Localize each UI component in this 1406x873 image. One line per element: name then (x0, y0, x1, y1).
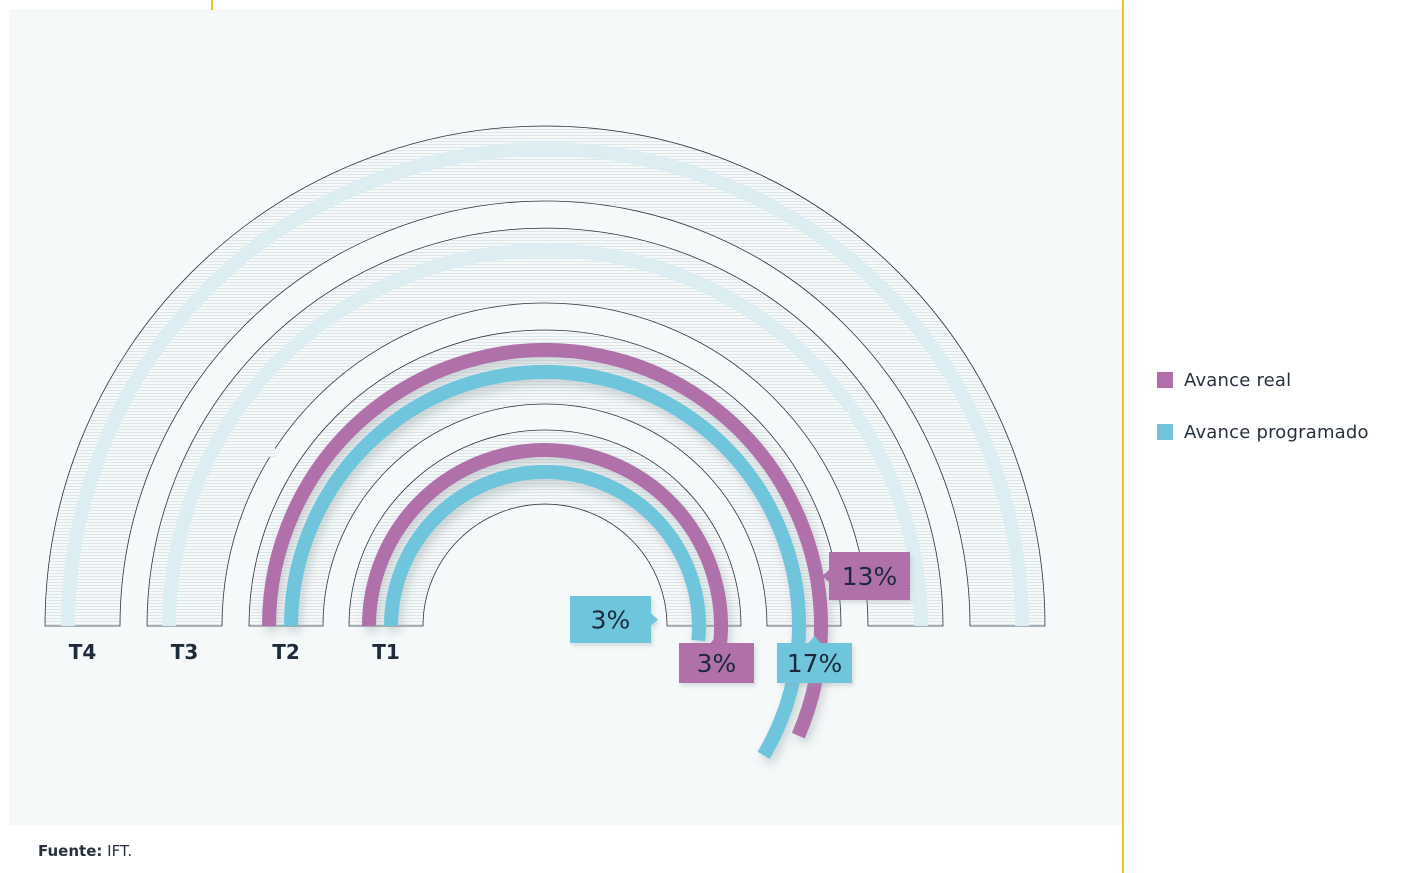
accent-line-right (1122, 0, 1124, 873)
legend-label-real: Avance real (1184, 369, 1292, 391)
arc-t1-real (362, 443, 728, 644)
ring-label-t3: T3 (171, 640, 199, 664)
legend-label-programado: Avance programado (1184, 421, 1369, 443)
ring-label-t2: T2 (272, 640, 300, 664)
legend-item-programado: Avance programado (1157, 419, 1369, 445)
ring-band-t3 (146, 227, 944, 627)
data-label-text-t2-programado: 17% (787, 649, 843, 678)
ring-label-t1: T1 (372, 640, 400, 664)
legend-item-real: Avance real (1157, 367, 1369, 393)
legend: Avance real Avance programado (1157, 367, 1369, 471)
ring-band-t4 (44, 125, 1046, 627)
data-label-text-t1-real: 3% (697, 649, 737, 678)
data-label-t2-programado: 17% (777, 636, 852, 683)
data-label-text-t1-programado: 3% (591, 606, 631, 635)
decor-hatch-2 (822, 411, 849, 457)
data-label-t1-real: 3% (679, 636, 754, 683)
arc-t2-programado (284, 365, 806, 759)
arc-t2-real (262, 343, 828, 739)
ring-band-t1 (348, 429, 742, 627)
decor-hatch-1 (248, 411, 275, 457)
data-label-t2-real: 13% (822, 552, 910, 600)
source-value: IFT. (107, 842, 133, 860)
accent-line-left (211, 0, 213, 10)
legend-swatch-programado (1157, 424, 1173, 440)
data-label-text-t2-real: 13% (842, 562, 898, 591)
source-note: Fuente: IFT. (38, 842, 132, 860)
ring-rail-t4 (61, 142, 1029, 627)
ring-label-t4: T4 (69, 640, 97, 664)
data-label-t1-programado: 3% (570, 596, 658, 643)
ring-rail-t3 (162, 243, 928, 627)
legend-swatch-real (1157, 372, 1173, 388)
source-label: Fuente: (38, 842, 103, 860)
arc-t1-programado (384, 465, 706, 642)
